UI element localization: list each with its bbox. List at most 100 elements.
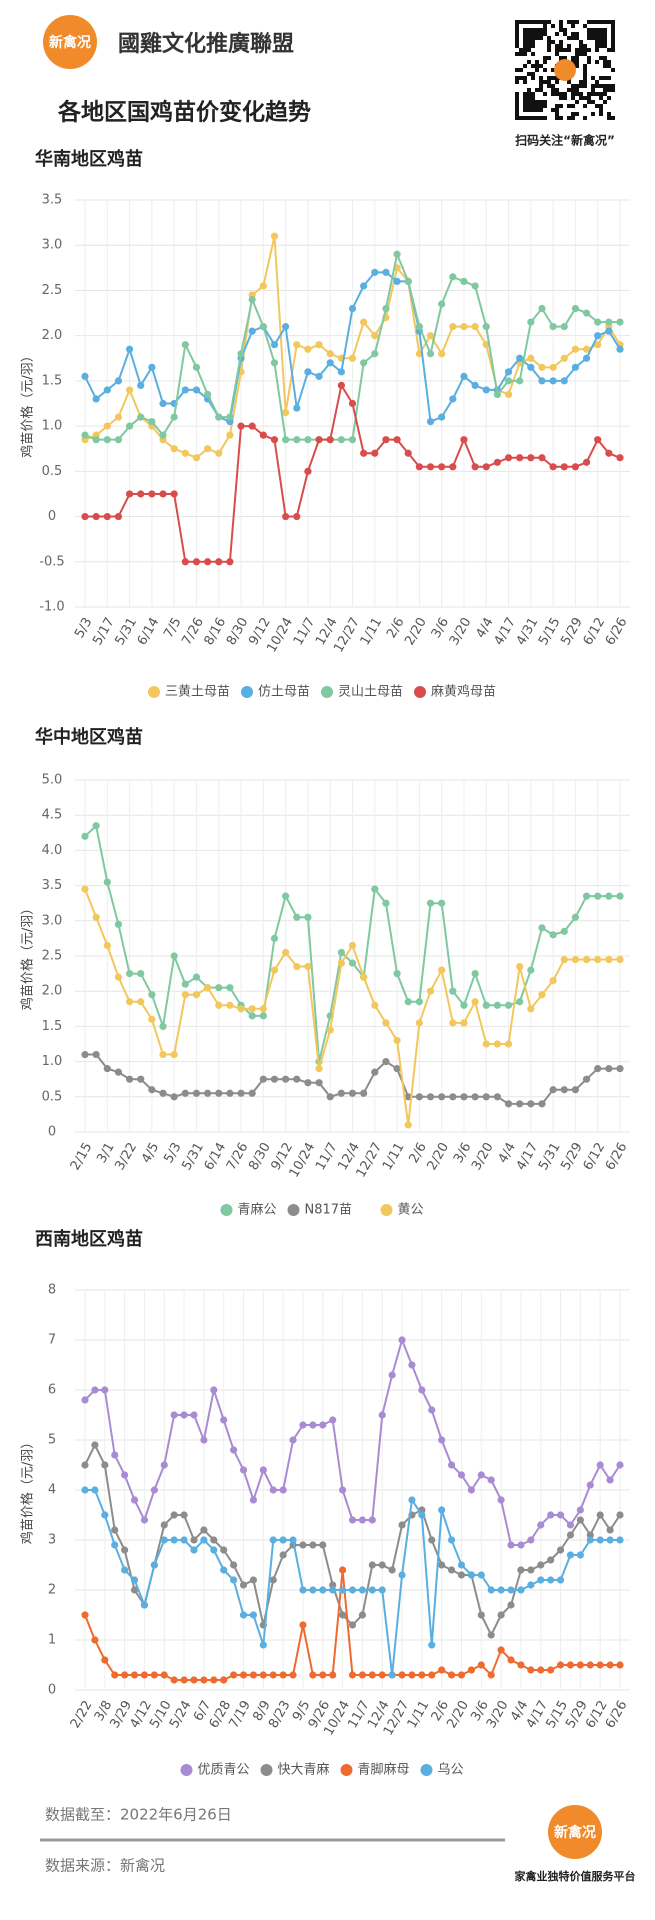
data-point [180,1511,188,1519]
data-point [282,948,290,957]
data-point [315,1079,323,1087]
qr-cell [543,104,547,108]
data-point [576,1516,584,1524]
data-point [148,1086,156,1094]
qr-cell [539,100,543,104]
data-point [220,1676,228,1684]
x-tick-label: 5/31 [536,1140,564,1173]
data-point [493,458,501,466]
qr-cell [595,84,599,88]
legend-label: 青脚麻母 [358,1762,410,1778]
data-point [299,1621,307,1629]
x-tick-label: 11/7 [291,615,319,648]
x-tick-label: 2/20 [425,1140,453,1173]
y-tick-label: 1.5 [42,1019,63,1034]
data-point [293,512,301,521]
qr-cell [523,100,527,104]
data-point [91,1441,99,1449]
qr-cell [563,28,567,32]
qr-cell [575,56,579,60]
qr-cell [567,44,571,48]
data-point [103,941,111,950]
data-point [215,1089,223,1097]
qr-cell [591,84,595,88]
x-tick-label: 8/30 [224,615,252,648]
qr-cell [543,116,547,120]
y-tick-label: 5.0 [42,773,63,788]
qr-cell [603,88,607,92]
data-point [371,350,379,358]
data-point [471,1093,479,1101]
data-point [159,1050,167,1059]
data-point [418,1511,426,1519]
y-tick-label: 3.0 [42,913,63,928]
data-point [348,304,357,313]
data-point [180,1676,188,1684]
data-point [586,1661,594,1669]
qr-code [515,20,615,120]
qr-cell [611,116,615,120]
data-point [121,1566,129,1574]
qr-cell [535,68,539,72]
data-point [398,1671,406,1679]
legend-label: 青麻公 [238,1203,277,1218]
data-point [382,899,390,907]
data-point [493,390,501,399]
data-point [538,924,546,932]
qr-cell [531,108,535,112]
qr-cell [607,76,611,80]
legend-marker [220,1204,233,1216]
data-point [159,1022,167,1030]
page-title: 各地区国鸡苗价变化趋势 [57,99,311,126]
data-point [248,327,256,335]
data-point [279,1551,287,1559]
data-point [304,345,312,353]
data-source: 数据来源：新禽况 [45,1857,165,1875]
data-point [537,1561,545,1569]
data-point [547,1556,555,1564]
data-point [319,1541,327,1549]
data-point [210,1386,218,1394]
data-point [103,386,111,394]
data-point [549,363,557,371]
data-point [304,962,312,971]
data-point [137,1075,145,1083]
data-point [249,1496,258,1504]
qr-cell [523,40,527,44]
data-point [606,1536,614,1544]
data-point [360,359,368,367]
data-point [101,1511,109,1519]
data-point [170,1676,178,1684]
data-point [438,899,446,907]
qr-cell [515,80,519,84]
qr-cell [571,96,575,100]
data-point [393,250,401,258]
qr-cell [603,20,607,24]
data-point [426,899,435,907]
data-point [304,368,312,376]
qr-cell [531,72,535,76]
data-point [299,1541,307,1549]
data-point [596,1536,604,1544]
qr-cell [571,60,575,64]
qr-cell [527,108,531,112]
data-point [415,998,423,1006]
qr-cell [591,112,595,116]
qr-cell [579,80,583,84]
data-point [140,1516,149,1524]
data-point [337,948,345,957]
data-point [408,1361,416,1369]
qr-cell [603,84,607,88]
qr-cell [551,40,555,44]
data-point [319,1671,327,1679]
data-point [449,987,457,995]
footer-logo: 新禽况 [554,1824,596,1841]
qr-cell [603,32,607,36]
qr-cell [571,104,575,108]
data-point [358,1611,367,1619]
data-point [594,332,602,340]
data-point [299,1586,307,1594]
qr-cell [591,88,595,92]
qr-cell [555,44,559,48]
qr-cell [527,40,531,44]
